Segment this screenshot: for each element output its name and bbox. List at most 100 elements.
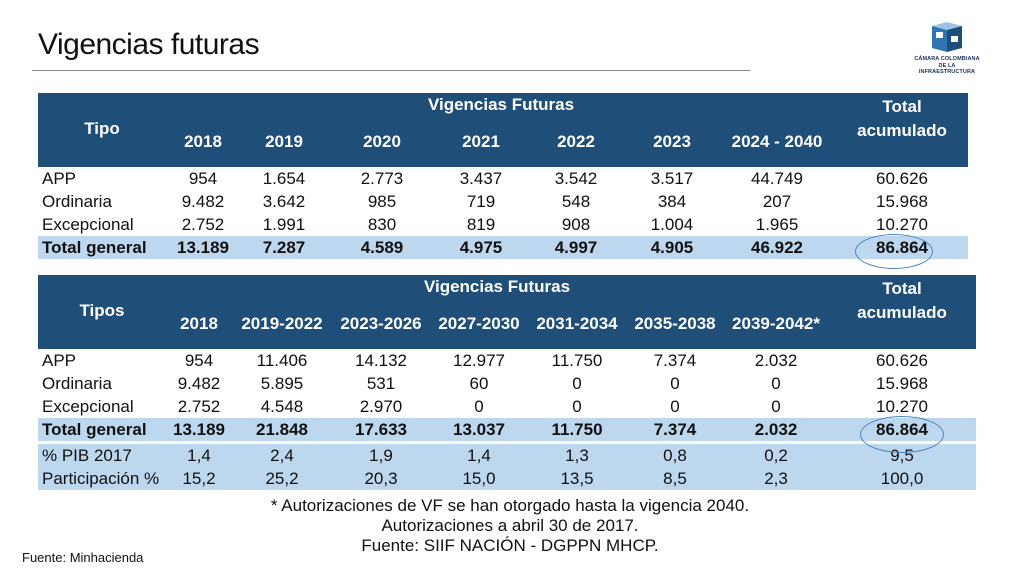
row-label: Total general (38, 418, 166, 441)
cell: 9.482 (181, 191, 225, 211)
cell: 4.997 (526, 236, 626, 259)
period-header: 2027-2030 (430, 299, 528, 349)
cell: 0,8 (626, 444, 724, 467)
cell: 13.189 (166, 418, 232, 441)
cell: 11.750 (551, 350, 603, 370)
cell: 207 (762, 191, 792, 211)
cell: 12.977 (453, 350, 505, 370)
year-header: 2023 (626, 117, 718, 167)
footnote-line: * Autorizaciones de VF se han otorgado h… (270, 496, 750, 515)
cell: 3.642 (262, 191, 306, 211)
cell: 9.482 (177, 373, 221, 393)
year-header: 2020 (328, 117, 436, 167)
cci-cube-icon (932, 22, 962, 52)
cell: 908 (561, 214, 591, 234)
year-header: 2021 (436, 117, 526, 167)
row-label: % PIB 2017 (38, 444, 166, 467)
total-row: Total general 13.189 21.848 17.633 13.03… (38, 418, 977, 441)
grand-total-highlight-circle (855, 234, 933, 269)
total-row: Total general 13.189 7.287 4.589 4.975 4… (38, 236, 969, 259)
grand-total-highlight-circle (860, 416, 944, 453)
row-label: Excepcional (42, 396, 134, 416)
cell: 2.752 (177, 396, 221, 416)
cell: 719 (466, 191, 496, 211)
cell: 2,3 (724, 467, 829, 490)
cell: 819 (466, 214, 496, 234)
type-column-header: Tipos (38, 275, 166, 349)
cell: 0 (474, 396, 484, 416)
cell: 985 (367, 191, 397, 211)
cell: 1,9 (332, 444, 430, 467)
period-header: 2019-2022 (232, 299, 332, 349)
vigencias-table-annual: Tipo Vigencias Futuras Total 2018 2019 2… (38, 93, 969, 259)
footnote-line: Fuente: SIIF NACIÓN - DGPPN MHCP. (361, 536, 659, 555)
slide-title: Vigencias futuras (38, 28, 260, 61)
cell: 25,2 (232, 467, 332, 490)
cell: 531 (366, 373, 396, 393)
vigencias-table-quadrennial: Tipos Vigencias Futuras Total 2018 2019-… (38, 275, 977, 490)
year-header: 2022 (526, 117, 626, 167)
cell: 13.189 (166, 236, 240, 259)
cell-total: 100,0 (828, 467, 977, 490)
cell: 0 (572, 373, 582, 393)
period-header: 2023-2026 (332, 299, 430, 349)
cell: 0 (670, 373, 680, 393)
cell: 5.895 (260, 373, 304, 393)
cell: 2.032 (754, 350, 798, 370)
cell: 15,2 (166, 467, 232, 490)
total-header-line1: Total (836, 93, 969, 117)
cell-total: 10.270 (876, 214, 929, 234)
table-row: Ordinaria 9.482 3.642 985 719 548 384 20… (38, 190, 968, 213)
title-divider (32, 70, 750, 71)
row-separator (38, 441, 977, 444)
cell: 7.374 (653, 350, 697, 370)
cell: 1,4 (430, 444, 528, 467)
cell: 3.517 (650, 168, 694, 188)
cell: 2.032 (724, 418, 829, 441)
row-label: Participación % (38, 467, 166, 490)
row-label: APP (42, 350, 77, 370)
year-header: 2024 - 2040 (718, 117, 837, 167)
cell: 60 (469, 373, 489, 393)
footnote-line: Autorizaciones a abril 30 de 2017. (381, 516, 639, 535)
cell: 2.773 (360, 168, 404, 188)
cell-total: 60.626 (876, 168, 929, 188)
cell: 1,4 (166, 444, 232, 467)
cell: 1.004 (650, 214, 694, 234)
share-row: Participación % 15,2 25,2 20,3 15,0 13,5… (38, 467, 977, 490)
row-label: Excepcional (42, 214, 134, 234)
cell: 20,3 (332, 467, 430, 490)
cell: 0,2 (724, 444, 829, 467)
period-header: 2031-2034 (528, 299, 626, 349)
cell: 7.374 (626, 418, 724, 441)
cell: 0 (771, 373, 781, 393)
cell: 954 (184, 350, 214, 370)
cell: 2,4 (232, 444, 332, 467)
cell: 4.589 (328, 236, 436, 259)
cell-total: 15.968 (876, 373, 929, 393)
cell: 11.750 (528, 418, 626, 441)
period-header: 2039-2042* (724, 299, 829, 349)
cell: 44.749 (751, 168, 803, 188)
cell: 2.970 (359, 396, 403, 416)
cell: 0 (771, 396, 781, 416)
slide-source: Fuente: Minhacienda (22, 550, 144, 565)
cell: 4.905 (626, 236, 718, 259)
cell: 13.037 (430, 418, 528, 441)
cell-total: 15.968 (876, 191, 929, 211)
table-row: APP 954 11.406 14.132 12.977 11.750 7.37… (38, 349, 976, 372)
cell: 21.848 (232, 418, 332, 441)
cell: 4.975 (436, 236, 526, 259)
row-label: APP (42, 168, 77, 188)
total-header-line1: Total (828, 275, 977, 299)
period-header: 2035-2038 (626, 299, 724, 349)
cell: 1.965 (755, 214, 799, 234)
cell: 15,0 (430, 467, 528, 490)
cell: 1.654 (262, 168, 306, 188)
total-header-line2: acumulado (836, 117, 969, 167)
cell: 46.922 (718, 236, 837, 259)
cell: 0 (572, 396, 582, 416)
table-footnotes: * Autorizaciones de VF se han otorgado h… (230, 496, 790, 556)
cell: 384 (657, 191, 687, 211)
total-header-line2: acumulado (828, 299, 977, 349)
